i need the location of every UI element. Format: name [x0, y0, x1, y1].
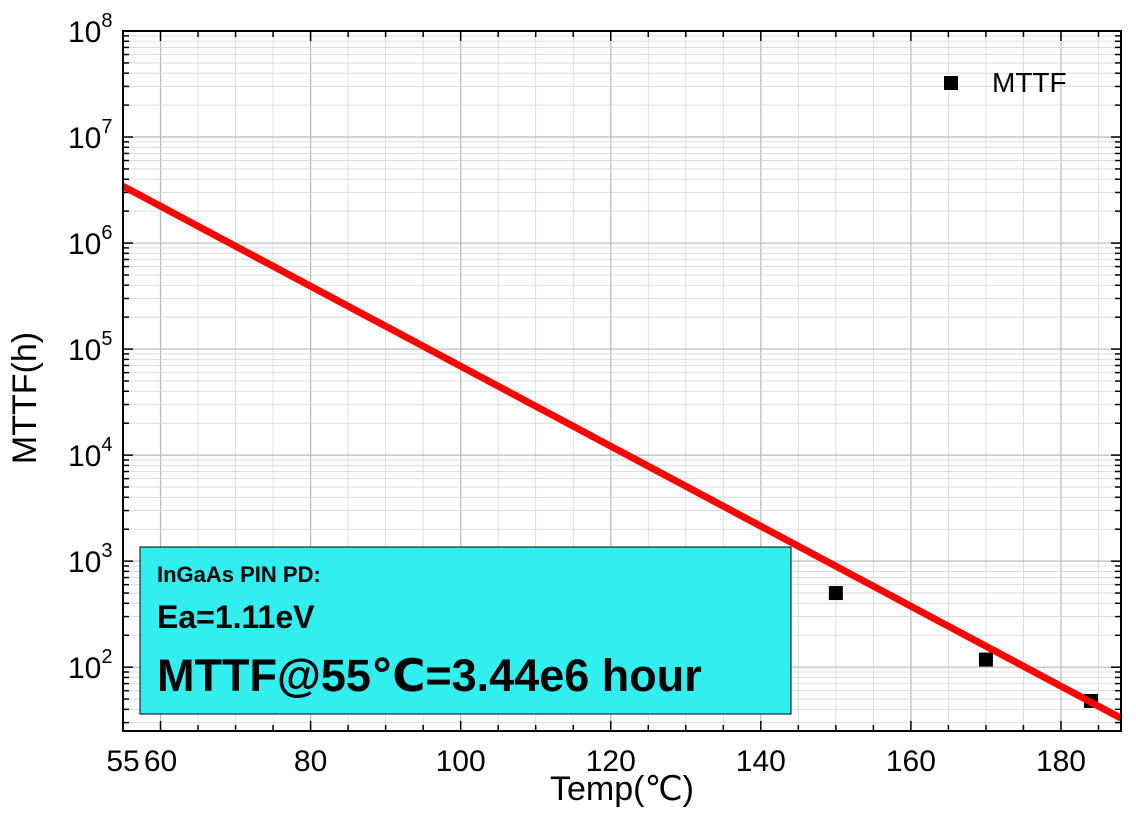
grid: [123, 31, 1121, 731]
legend: MTTF: [944, 67, 1067, 98]
legend-entry-mttf: MTTF: [992, 67, 1067, 98]
x-tick-label: 120: [586, 745, 636, 778]
legend-marker: [944, 76, 958, 90]
annotation-line-1: InGaAs PIN PD:: [157, 562, 321, 587]
y-tick-label: 107: [68, 116, 113, 155]
y-tick-label-base: 10: [68, 334, 101, 367]
annotation-background: [139, 546, 792, 715]
y-tick-label: 105: [68, 328, 113, 367]
y-tick-label-base: 10: [68, 122, 101, 155]
y-tick-label-base: 10: [68, 546, 101, 579]
annotation-line-2: Ea=1.11eV: [157, 599, 315, 635]
x-tick-label: 180: [1036, 745, 1086, 778]
y-axis-title: MTTF(h): [6, 332, 44, 464]
y-tick-label-exponent: 8: [101, 10, 112, 32]
y-tick-label: 108: [68, 10, 113, 49]
series-layer: [121, 183, 1123, 722]
y-tick-label-exponent: 6: [101, 222, 112, 244]
y-tick-label: 103: [68, 540, 113, 579]
data-point-mttf: [978, 652, 993, 667]
x-tick-label: 160: [886, 745, 936, 778]
y-tick-label-exponent: 3: [101, 540, 112, 562]
fit-line: [121, 183, 1123, 722]
y-tick-label-base: 10: [68, 440, 101, 473]
x-tick-label: 60: [144, 745, 177, 778]
y-tick-label-exponent: 4: [101, 434, 112, 456]
y-tick-label-base: 10: [68, 228, 101, 261]
y-tick-label-base: 10: [68, 652, 101, 685]
x-axis-title: Temp(℃): [550, 770, 694, 808]
plot-frame: [122, 30, 1122, 732]
x-tick-label: 140: [736, 745, 786, 778]
x-tick-label: 55: [106, 745, 139, 778]
x-tick-label: 80: [294, 745, 327, 778]
x-tick-label: 100: [436, 745, 486, 778]
data-point-mttf: [828, 586, 843, 601]
y-tick-label-exponent: 7: [101, 116, 112, 138]
y-tick-label: 106: [68, 222, 113, 261]
y-tick-label: 102: [68, 646, 113, 685]
x-tick-labels: 55 60 80 100 120 140 160 180: [106, 745, 1086, 778]
y-tick-label: 104: [68, 434, 113, 473]
y-tick-label-exponent: 5: [101, 328, 112, 350]
annotation-box: InGaAs PIN PD: Ea=1.11eV MTTF@55℃=3.44e6…: [139, 546, 792, 715]
y-tick-label-exponent: 2: [101, 646, 112, 668]
y-tick-label-base: 10: [68, 16, 101, 49]
annotation-line-3: MTTF@55℃=3.44e6 hour: [157, 650, 702, 701]
